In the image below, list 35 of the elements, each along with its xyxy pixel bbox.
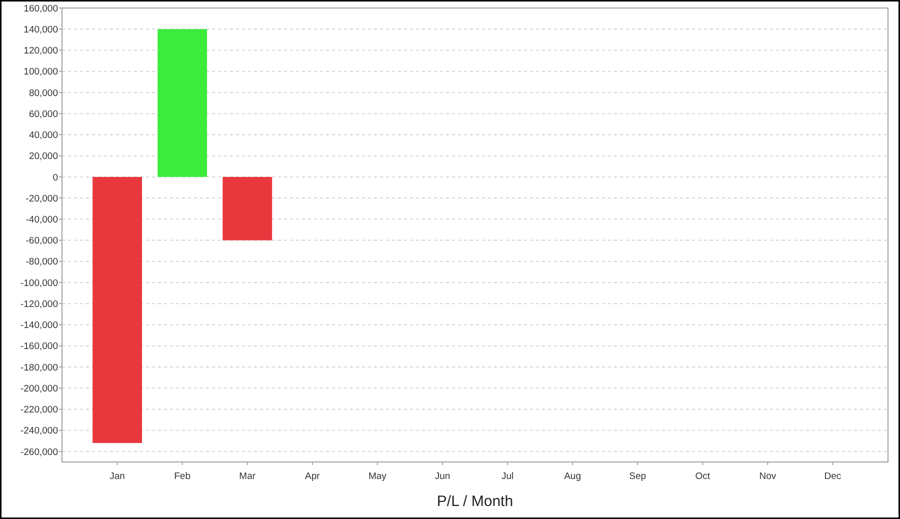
y-tick-label: -140,000 (20, 320, 58, 332)
y-tick-label: 20,000 (28, 151, 58, 162)
y-tick-label: -100,000 (20, 278, 58, 289)
y-tick-label: 0 (52, 172, 58, 184)
y-tick-label: 140,000 (24, 24, 58, 36)
y-tick-label: -240,000 (20, 426, 58, 437)
y-tick-label: -40,000 (26, 214, 58, 226)
y-tick-label: 120,000 (24, 46, 58, 57)
x-tick-label: Dec (824, 471, 842, 482)
x-tick-label: Feb (174, 471, 191, 482)
y-tick-label: 80,000 (28, 88, 58, 99)
y-tick-label: 100,000 (24, 66, 58, 78)
y-tick-label: -80,000 (26, 256, 58, 268)
y-tick-label: 160,000 (24, 3, 58, 14)
y-tick-label: -120,000 (20, 298, 58, 310)
y-tick-label: -60,000 (26, 236, 58, 247)
y-tick-label: -220,000 (20, 404, 58, 416)
y-tick-label: -20,000 (26, 193, 58, 204)
x-tick-label: Jul (501, 471, 514, 482)
y-tick-label: -260,000 (20, 446, 58, 458)
x-tick-label: Sep (629, 471, 646, 482)
x-tick-label: Nov (759, 471, 776, 482)
x-tick-label: May (368, 471, 387, 482)
x-tick-label: Mar (239, 471, 256, 482)
y-tick-label: 60,000 (28, 108, 58, 120)
x-tick-label: Jan (110, 471, 125, 482)
x-axis-title: P/L / Month (436, 493, 514, 510)
y-tick-label: 40,000 (28, 130, 58, 142)
x-tick-label: Apr (305, 471, 320, 482)
y-tick-label: -160,000 (20, 341, 58, 352)
x-tick-label: Jun (434, 471, 450, 482)
y-tick-label: -200,000 (20, 383, 58, 394)
x-tick-label: Oct (695, 471, 710, 482)
x-tick-label: Aug (564, 471, 582, 482)
y-tick-label: -180,000 (20, 362, 58, 374)
